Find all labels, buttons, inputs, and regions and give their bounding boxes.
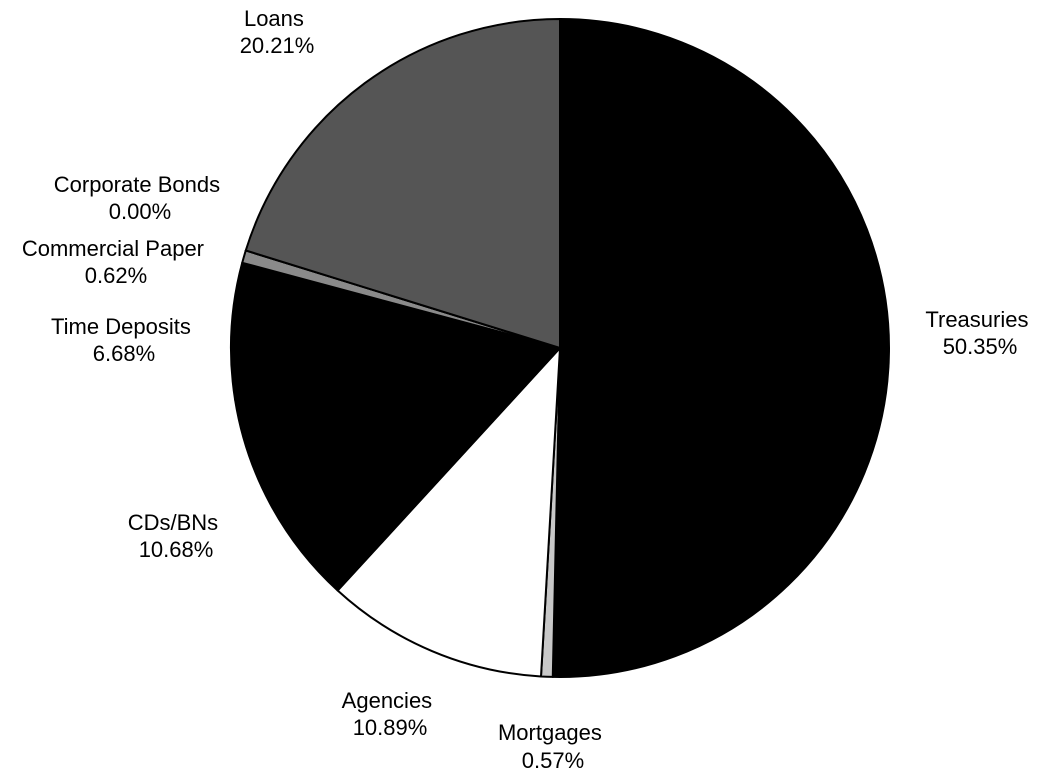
label-time-deposits-value: 6.68% (93, 341, 155, 366)
label-commercial-paper: Commercial Paper 0.62% (22, 236, 210, 288)
slice-agencies (336, 347, 561, 678)
label-agencies: Agencies 10.89% (342, 688, 439, 740)
label-agencies-name: Agencies (342, 688, 433, 713)
slice-treasuries (551, 18, 890, 678)
slice-loans (244, 18, 561, 349)
label-mortgages-name: Mortgages (498, 720, 602, 745)
label-mortgages-value: 0.57% (522, 748, 584, 773)
label-loans-name: Loans (244, 6, 304, 31)
label-cds-bns: CDs/BNs 10.68% (128, 510, 225, 562)
label-corporate-bonds-name: Corporate Bonds (54, 172, 220, 197)
label-agencies-value: 10.89% (353, 715, 428, 740)
label-mortgages: Mortgages 0.57% (498, 720, 608, 773)
slice-cds-bns (234, 347, 561, 592)
label-loans: Loans 20.21% (240, 6, 315, 58)
label-time-deposits-name: Time Deposits (51, 314, 191, 339)
label-cds-bns-value: 10.68% (139, 537, 214, 562)
label-treasuries-name: Treasuries (925, 307, 1028, 332)
label-loans-value: 20.21% (240, 33, 315, 58)
label-corporate-bonds: Corporate Bonds 0.00% (54, 172, 226, 224)
label-treasuries: Treasuries 50.35% (925, 307, 1034, 359)
label-commercial-paper-name: Commercial Paper (22, 236, 204, 261)
label-time-deposits: Time Deposits 6.68% (51, 314, 197, 366)
pie-slices (230, 18, 890, 678)
slice-time-deposits (230, 261, 561, 401)
label-commercial-paper-value: 0.62% (85, 263, 147, 288)
label-treasuries-value: 50.35% (943, 334, 1018, 359)
label-corporate-bonds-value: 0.00% (109, 199, 171, 224)
label-cds-bns-name: CDs/BNs (128, 510, 218, 535)
